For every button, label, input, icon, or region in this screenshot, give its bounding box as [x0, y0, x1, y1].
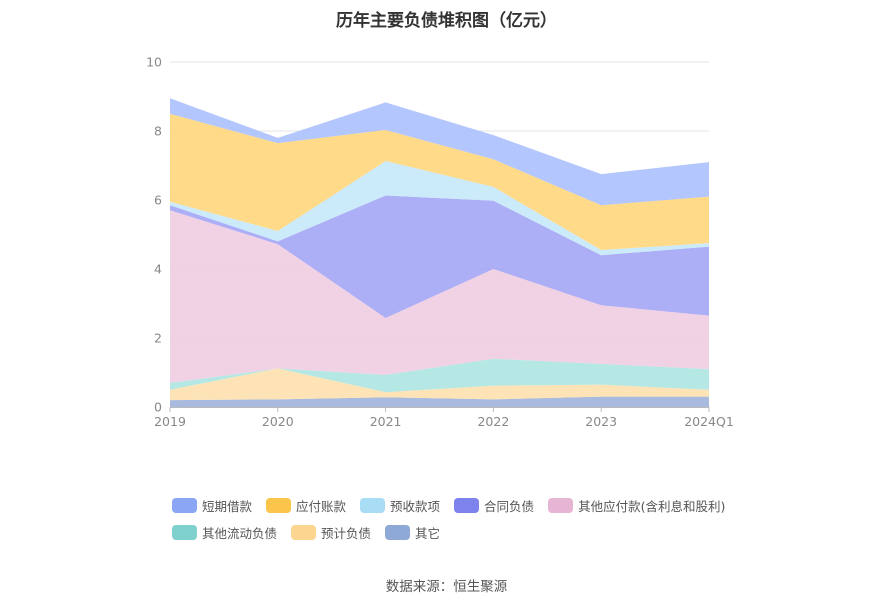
- y-tick-label: 2: [154, 331, 162, 346]
- legend-label: 合同负债: [484, 499, 535, 514]
- y-tick-label: 0: [154, 400, 162, 415]
- x-tick-label: 2022: [477, 414, 509, 429]
- x-tick-label: 2024Q1: [684, 414, 734, 429]
- area-series: [170, 396, 709, 407]
- x-tick-label: 2023: [585, 414, 617, 429]
- legend-item[interactable]: 预计负债: [291, 523, 371, 542]
- legend-swatch: [548, 498, 574, 513]
- y-tick-label: 4: [154, 262, 162, 277]
- legend: 短期借款 应付账款 预收款项 合同负债 其他应付款(含利息和股利) 其他流动负债 预计负债 其…: [172, 496, 772, 550]
- legend-label: 其他应付款(含利息和股利): [578, 499, 726, 514]
- legend-label: 预收款项: [390, 499, 441, 514]
- legend-item[interactable]: 其他应付款(含利息和股利): [548, 496, 725, 515]
- legend-item[interactable]: 其它: [385, 523, 440, 542]
- x-tick-label: 2020: [262, 414, 294, 429]
- legend-item[interactable]: 预收款项: [360, 496, 440, 515]
- area-series: [170, 161, 709, 256]
- area-series: [170, 210, 709, 383]
- legend-label: 短期借款: [202, 499, 253, 514]
- area-series: [170, 358, 709, 393]
- area-series-group: [170, 98, 709, 407]
- legend-label: 应付账款: [296, 499, 347, 514]
- legend-swatch: [360, 498, 386, 513]
- chart-title: 历年主要负债堆积图（亿元）: [336, 11, 557, 31]
- x-tick-label: 2021: [370, 414, 402, 429]
- legend-swatch: [172, 498, 197, 513]
- legend-item[interactable]: 短期借款: [172, 496, 252, 515]
- x-tick-label: 2019: [154, 414, 186, 429]
- area-series: [170, 368, 709, 401]
- area-series: [170, 195, 709, 318]
- area-series: [170, 113, 709, 250]
- legend-label: 预计负债: [321, 526, 372, 541]
- legend-label: 其它: [415, 526, 441, 541]
- legend-item[interactable]: 应付账款: [266, 496, 346, 515]
- legend-label: 其他流动负债: [202, 526, 278, 541]
- legend-swatch: [454, 498, 480, 513]
- legend-item[interactable]: 其他流动负债: [172, 523, 277, 542]
- legend-item[interactable]: 合同负债: [454, 496, 534, 515]
- y-tick-label: 6: [154, 193, 162, 208]
- data-source-note: 数据来源：恒生聚源: [385, 579, 508, 595]
- legend-swatch: [385, 525, 411, 540]
- legend-swatch: [291, 525, 317, 540]
- y-tick-label: 8: [154, 124, 162, 139]
- legend-swatch: [266, 498, 292, 513]
- legend-swatch: [172, 525, 197, 540]
- axes: 0 2 4 6 8 10 2019 2020 2021 2022 2023 2024Q1: [146, 55, 734, 430]
- area-series: [170, 98, 709, 206]
- y-tick-label: 10: [146, 55, 162, 70]
